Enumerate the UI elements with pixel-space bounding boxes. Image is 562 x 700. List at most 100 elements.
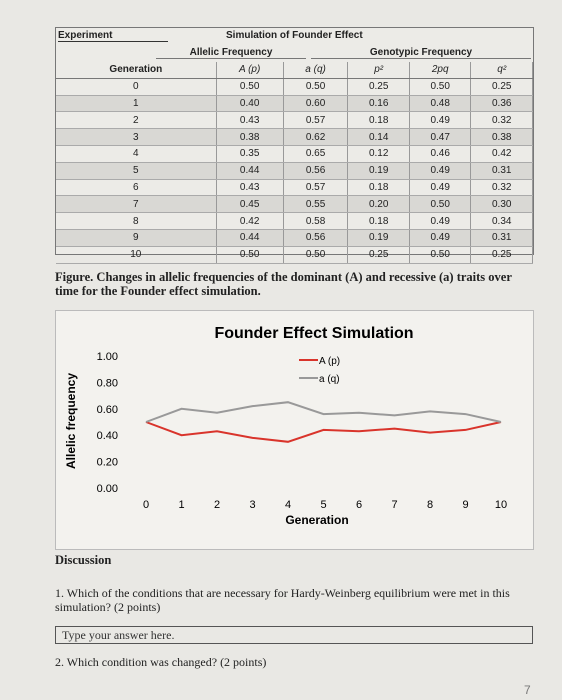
y-tick-label: 0.00 (97, 483, 118, 495)
table-cell: 0.31 (470, 162, 533, 180)
x-tick-label: 2 (214, 499, 220, 511)
column-header: a (q) (283, 62, 349, 79)
table-cell: 0.60 (283, 95, 349, 113)
table-cell: 0.18 (347, 179, 410, 197)
table-cell: 0.25 (470, 246, 533, 264)
table-cell: 5 (56, 162, 217, 180)
legend-label: A (p) (319, 356, 340, 367)
table-cell: 1 (56, 95, 217, 113)
table-cell: 3 (56, 128, 217, 146)
column-header: p² (347, 62, 410, 79)
question: 2. Which condition was changed? (2 point… (55, 655, 267, 669)
table-cell: 0.45 (216, 195, 284, 214)
y-axis-label: Allelic frequency (64, 373, 78, 469)
table: Generation A (p) a (q) p² 2pq q² 0 0.50 0.50 0.2… (56, 62, 533, 264)
table-cell: 0.49 (409, 111, 472, 130)
table-cell: 0.32 (470, 111, 533, 130)
y-tick-label: 0.60 (97, 404, 118, 416)
table-row: 5 0.44 0.56 0.19 0.49 0.31 (56, 162, 533, 180)
experiment-label: Experiment (58, 30, 168, 42)
column-header: A (p) (216, 62, 284, 79)
chart-title: Founder Effect Simulation (214, 325, 413, 342)
x-tick-label: 1 (178, 499, 184, 511)
table-cell: 8 (56, 212, 217, 230)
table-cell: 0.56 (283, 229, 349, 247)
y-tick-label: 0.20 (97, 457, 118, 469)
x-tick-label: 6 (356, 499, 362, 511)
table-cell: 0.57 (283, 179, 349, 197)
table-cell: 0.38 (470, 128, 533, 146)
legend-label: a (q) (319, 374, 340, 385)
question: 1. Which of the conditions that are nece… (55, 586, 510, 614)
table-row: 1 0.40 0.60 0.16 0.48 0.36 (56, 95, 533, 113)
table-cell: 0.14 (347, 128, 410, 146)
column-header: Generation (56, 62, 217, 79)
table-cell: 0.18 (347, 111, 410, 130)
table-cell: 0.12 (347, 145, 410, 163)
column-header: q² (470, 62, 533, 79)
x-tick-label: 0 (143, 499, 149, 511)
table-cell: 10 (56, 246, 217, 264)
table-cell: 0.36 (470, 95, 533, 113)
table-title: Simulation of Founder Effect (226, 30, 363, 41)
table-cell: 0.20 (347, 195, 410, 214)
table-cell: 0.49 (409, 229, 472, 247)
table-row: 8 0.42 0.58 0.18 0.49 0.34 (56, 212, 533, 230)
y-tick-label: 1.00 (97, 351, 118, 363)
y-tick-label: 0.80 (97, 377, 118, 389)
column-header: 2pq (409, 62, 472, 79)
series-line (145, 401, 502, 423)
x-tick-label: 10 (495, 499, 507, 511)
table-cell: 2 (56, 111, 217, 130)
page-number: 7 (524, 683, 531, 697)
x-tick-label: 3 (249, 499, 255, 511)
table-cell: 0.32 (470, 179, 533, 197)
table-cell: 0.25 (347, 78, 410, 96)
table-cell: 0.48 (409, 95, 472, 113)
table-row: 2 0.43 0.57 0.18 0.49 0.32 (56, 111, 533, 130)
series-line (145, 421, 502, 443)
table-cell: 0.38 (216, 128, 284, 146)
table-cell: 0.55 (283, 195, 349, 214)
discussion-heading: Discussion (55, 553, 112, 567)
table-cell: 7 (56, 195, 217, 214)
table-cell: 0.34 (470, 212, 533, 230)
table-cell: 0.47 (409, 128, 472, 146)
table-cell: 0.44 (216, 162, 284, 180)
table-cell: 0.42 (216, 212, 284, 230)
data-table: Experiment Simulation of Founder Effect … (55, 27, 534, 264)
table-cell: 0.19 (347, 162, 410, 180)
table-cell: 0.35 (216, 145, 284, 163)
header-row: Generation A (p) a (q) p² 2pq q² (56, 62, 533, 79)
table-cell: 0.16 (347, 95, 410, 113)
table-cell: 9 (56, 229, 217, 247)
x-tick-label: 4 (285, 499, 291, 511)
x-tick-label: 7 (391, 499, 397, 511)
table-row: 3 0.38 0.62 0.14 0.47 0.38 (56, 128, 533, 146)
table-cell: 0.18 (347, 212, 410, 230)
table-cell: 0.25 (347, 246, 410, 264)
table-cell: 0.49 (409, 162, 472, 180)
table-cell: 0.31 (470, 229, 533, 247)
table-cell: 0.30 (470, 195, 533, 214)
table-cell: 0 (56, 78, 217, 96)
group-header: Genotypic Frequency (311, 47, 531, 59)
table-cell: 0.40 (216, 95, 284, 113)
table-cell: 4 (56, 145, 217, 163)
table-cell: 0.50 (409, 246, 472, 264)
x-tick-label: 5 (320, 499, 326, 511)
table-row: 0 0.50 0.50 0.25 0.50 0.25 (56, 78, 533, 96)
table-row: 7 0.45 0.55 0.20 0.50 0.30 (56, 195, 533, 214)
table-cell: 0.25 (470, 78, 533, 96)
x-axis-label: Generation (285, 513, 348, 527)
table-cell: 6 (56, 179, 217, 197)
table-cell: 0.50 (216, 78, 284, 96)
answer-box[interactable]: Type your answer here. (55, 626, 533, 644)
x-tick-label: 8 (427, 499, 433, 511)
table-cell: 0.50 (283, 78, 349, 96)
table-cell: 0.50 (409, 78, 472, 96)
table-cell: 0.43 (216, 179, 284, 197)
table-cell: 0.65 (283, 145, 349, 163)
table-cell: 0.58 (283, 212, 349, 230)
